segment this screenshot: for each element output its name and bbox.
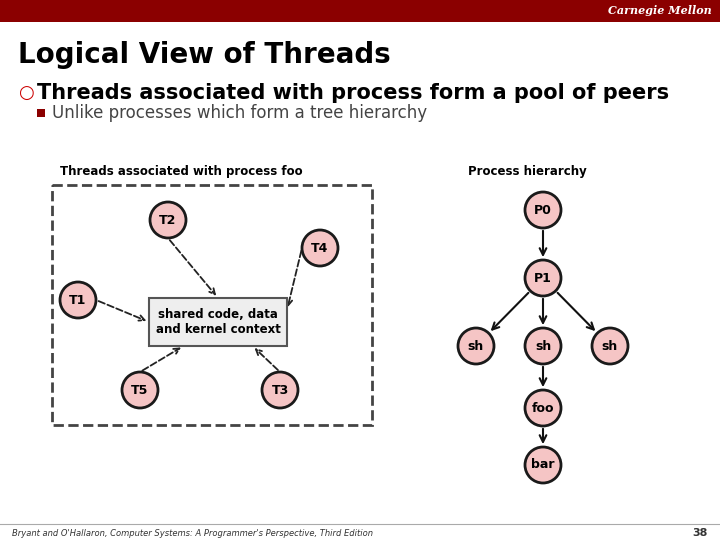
Text: Unlike processes which form a tree hierarchy: Unlike processes which form a tree hiera… <box>52 104 427 122</box>
Circle shape <box>525 447 561 483</box>
Circle shape <box>525 390 561 426</box>
Bar <box>52 185 372 425</box>
Text: P0: P0 <box>534 204 552 217</box>
Circle shape <box>592 328 628 364</box>
Bar <box>0 0 720 22</box>
Text: shared code, data
and kernel context: shared code, data and kernel context <box>156 308 280 336</box>
Text: Threads associated with process form a pool of peers: Threads associated with process form a p… <box>37 83 669 103</box>
Text: bar: bar <box>531 458 554 471</box>
Bar <box>149 298 287 346</box>
Text: T5: T5 <box>131 383 149 396</box>
Text: 38: 38 <box>693 528 708 538</box>
Circle shape <box>525 192 561 228</box>
Circle shape <box>60 282 96 318</box>
Text: sh: sh <box>468 340 484 353</box>
Text: ○: ○ <box>18 84 34 102</box>
Text: P1: P1 <box>534 272 552 285</box>
Text: foo: foo <box>532 402 554 415</box>
Circle shape <box>302 230 338 266</box>
Text: sh: sh <box>602 340 618 353</box>
Text: Logical View of Threads: Logical View of Threads <box>18 41 391 69</box>
Text: Bryant and O'Hallaron, Computer Systems: A Programmer's Perspective, Third Editi: Bryant and O'Hallaron, Computer Systems:… <box>12 529 373 537</box>
Text: T1: T1 <box>69 294 86 307</box>
Text: Threads associated with process foo: Threads associated with process foo <box>60 165 302 179</box>
Text: T3: T3 <box>271 383 289 396</box>
Circle shape <box>525 260 561 296</box>
Text: T2: T2 <box>159 213 176 226</box>
Circle shape <box>122 372 158 408</box>
Circle shape <box>150 202 186 238</box>
Bar <box>37 109 45 117</box>
Text: sh: sh <box>535 340 551 353</box>
Circle shape <box>458 328 494 364</box>
Circle shape <box>262 372 298 408</box>
Text: Carnegie Mellon: Carnegie Mellon <box>608 5 712 17</box>
Text: T4: T4 <box>311 241 329 254</box>
Circle shape <box>525 328 561 364</box>
Text: Process hierarchy: Process hierarchy <box>468 165 587 179</box>
